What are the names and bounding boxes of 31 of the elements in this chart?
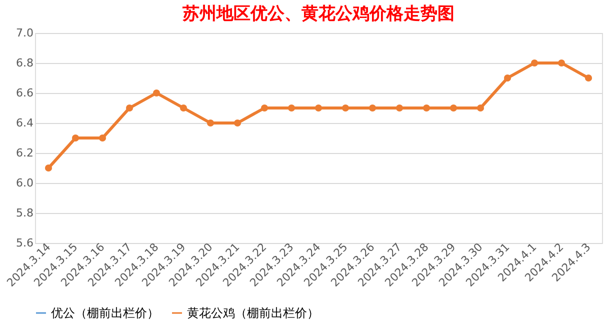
- point: [504, 74, 512, 82]
- point: [558, 59, 566, 67]
- chart-title: 苏州地区优公、黄花公鸡价格走势图: [182, 4, 454, 24]
- point: [180, 104, 188, 112]
- y-tick-label: 6.4: [16, 116, 34, 130]
- point: [368, 104, 376, 112]
- point: [126, 104, 134, 112]
- point: [260, 104, 268, 112]
- point: [530, 59, 538, 67]
- point: [476, 104, 484, 112]
- point: [422, 104, 430, 112]
- y-tick-label: 6.6: [16, 86, 34, 100]
- legend-label: 黄花公鸡（棚前出栏价）: [187, 306, 319, 320]
- y-tick-label: 6.8: [16, 56, 34, 70]
- point: [206, 119, 214, 127]
- point: [98, 134, 106, 142]
- point: [584, 74, 592, 82]
- point: [450, 104, 458, 112]
- point: [72, 134, 80, 142]
- point: [342, 104, 350, 112]
- legend-label: 优公（棚前出栏价）: [51, 306, 159, 320]
- point: [44, 164, 52, 172]
- y-tick-label: 5.8: [16, 206, 34, 220]
- point: [396, 104, 404, 112]
- point: [288, 104, 296, 112]
- point: [234, 119, 242, 127]
- point: [314, 104, 322, 112]
- y-tick-label: 6.2: [16, 146, 34, 160]
- point: [152, 89, 160, 97]
- y-tick-label: 6.0: [16, 176, 34, 190]
- y-tick-label: 7.0: [16, 26, 34, 40]
